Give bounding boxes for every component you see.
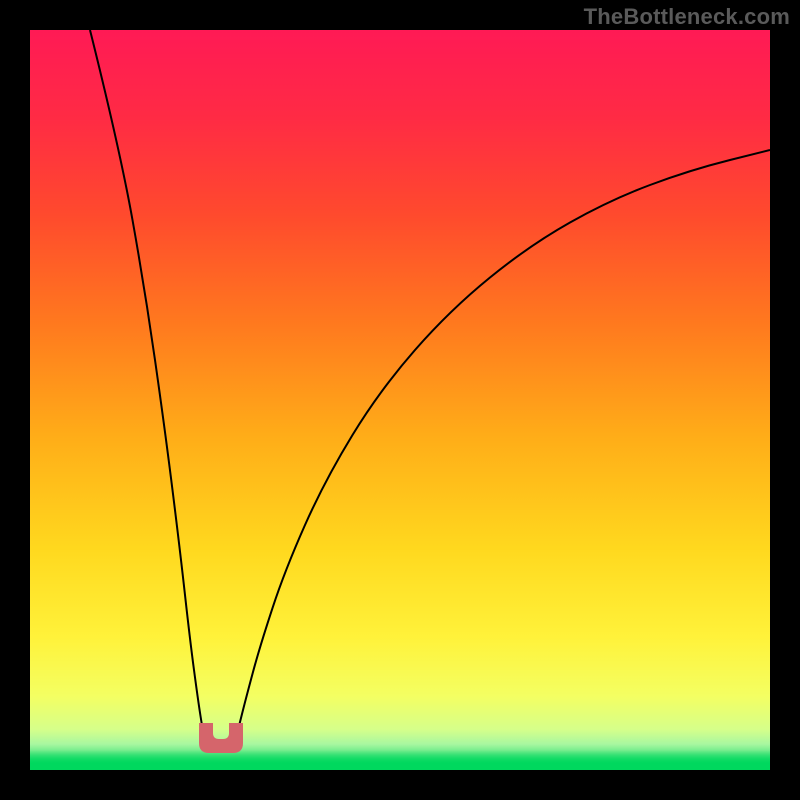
- curve-left-branch: [90, 30, 206, 746]
- figure-root: TheBottleneck.com: [0, 0, 800, 800]
- curve-right-branch: [234, 150, 770, 746]
- u-marker-shape: [199, 723, 243, 753]
- plot-area: [30, 30, 770, 770]
- bottleneck-curve: [30, 30, 770, 770]
- watermark-text: TheBottleneck.com: [584, 4, 790, 30]
